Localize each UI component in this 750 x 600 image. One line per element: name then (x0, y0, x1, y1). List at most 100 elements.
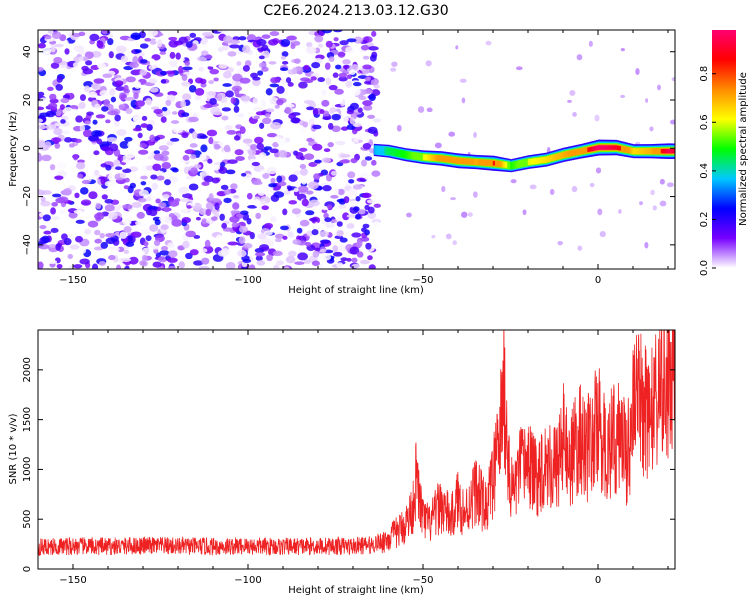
heatmap-noise-cell (313, 173, 321, 181)
heatmap-noise-cell (59, 209, 66, 215)
heatmap-signal-cell (456, 157, 459, 164)
heatmap-noise-cell (62, 94, 71, 100)
heatmap-noise-cell (343, 196, 350, 204)
heatmap-noise-cell (473, 131, 477, 138)
heatmap-signal-cell (580, 148, 583, 155)
heatmap-noise-cell (148, 78, 157, 84)
heatmap-noise-cell (101, 106, 109, 112)
heatmap-x-tick-label: 0 (595, 275, 601, 286)
heatmap-noise-cell (336, 262, 344, 269)
heatmap-noise-cell (52, 193, 62, 198)
heatmap-signal-cell (421, 153, 424, 161)
snr-x-tick-label: −150 (59, 575, 86, 586)
heatmap-noise-cell (38, 124, 46, 130)
heatmap-noise-cell (153, 239, 161, 246)
heatmap-noise-cell (158, 145, 169, 151)
heatmap-noise-cell (136, 211, 145, 219)
heatmap-noise-cell (242, 258, 252, 264)
heatmap-noise-cell (182, 66, 193, 71)
heatmap-noise-cell (61, 178, 71, 186)
heatmap-noise-cell (64, 88, 74, 94)
heatmap-noise-cell (166, 114, 177, 119)
heatmap-noise-cell (261, 44, 269, 51)
heatmap-noise-cell (644, 241, 649, 249)
snr-y-tick-label: 0 (22, 566, 33, 572)
heatmap-signal-cell (387, 147, 390, 155)
heatmap-noise-cell (294, 58, 301, 64)
heatmap-noise-cell (104, 198, 114, 204)
heatmap-signal-cell (505, 161, 508, 168)
heatmap-noise-cell (181, 217, 191, 224)
heatmap-noise-cell (346, 257, 352, 262)
heatmap-noise-cell (263, 230, 273, 236)
heatmap-noise-cell (334, 88, 344, 95)
heatmap-noise-cell (47, 102, 58, 110)
heatmap-noise-cell (196, 190, 204, 199)
heatmap-signal-cell (625, 146, 628, 153)
heatmap-noise-cell (60, 97, 70, 104)
heatmap-signal-cell (652, 148, 655, 155)
heatmap-noise-cell (263, 146, 272, 151)
heatmap-noise-cell (109, 88, 116, 96)
heatmap-noise-cell (127, 235, 133, 243)
heatmap-noise-cell (188, 183, 199, 191)
heatmap-noise-cell (251, 78, 261, 87)
heatmap-noise-cell (597, 208, 603, 216)
heatmap-noise-cell (239, 126, 246, 135)
heatmap-noise-cell (38, 186, 50, 191)
heatmap-noise-cell (229, 44, 240, 49)
heatmap-noise-cell (137, 132, 143, 139)
heatmap-noise-cell (431, 234, 436, 239)
heatmap-signal-cell (659, 147, 662, 155)
heatmap-noise-cell (217, 250, 229, 257)
heatmap-noise-cell (304, 79, 314, 84)
heatmap-noise-cell (332, 72, 339, 78)
heatmap-noise-cell (361, 159, 367, 167)
heatmap-x-tick-label: −100 (234, 275, 261, 286)
heatmap-noise-cell (129, 61, 139, 69)
heatmap-noise-cell (174, 198, 181, 203)
snr-y-tick-label: 1000 (22, 457, 33, 482)
heatmap-noise-cell (86, 111, 94, 116)
heatmap-noise-cell (328, 56, 335, 62)
heatmap-noise-cell (262, 172, 270, 179)
heatmap-noise-cell (450, 197, 456, 201)
heatmap-noise-cell (268, 39, 279, 46)
heatmap-noise-cell (359, 259, 370, 265)
heatmap-noise-cell (93, 246, 104, 251)
heatmap-signal-cell (445, 156, 448, 163)
heatmap-noise-cell (336, 98, 344, 103)
heatmap-noise-cell (282, 208, 288, 216)
heatmap-noise-cell (510, 179, 517, 184)
heatmap-noise-cell (285, 255, 296, 264)
heatmap-noise-cell (143, 85, 149, 91)
heatmap-noise-cell (123, 185, 130, 190)
heatmap-noise-cell (172, 127, 184, 134)
heatmap-noise-cell (286, 35, 297, 41)
heatmap-noise-cell (138, 189, 149, 197)
heatmap-noise-cell (274, 233, 285, 239)
heatmap-signal-cell (582, 147, 585, 154)
snr-plot-area (38, 330, 675, 556)
heatmap-noise-cell (274, 238, 282, 243)
heatmap-noise-cell (277, 139, 288, 146)
heatmap-noise-cell (40, 196, 46, 203)
heatmap-noise-cell (54, 175, 64, 180)
heatmap-noise-cell (169, 51, 176, 59)
heatmap-noise-cell (265, 108, 275, 113)
heatmap-signal-cell (622, 145, 625, 153)
heatmap-noise-cell (255, 212, 262, 220)
heatmap-noise-cell (204, 239, 211, 248)
heatmap-signal-cell (501, 161, 504, 168)
heatmap-noise-cell (81, 179, 91, 185)
heatmap-noise-cell (149, 58, 156, 66)
heatmap-signal-cell (613, 145, 616, 150)
heatmap-signal-cell (503, 161, 506, 168)
heatmap-noise-cell (242, 243, 253, 249)
heatmap-signal-cell (459, 157, 462, 165)
heatmap-noise-cell (39, 224, 47, 230)
heatmap-signal-cell (597, 145, 600, 150)
heatmap-noise-cell (171, 168, 179, 173)
heatmap-noise-cell (240, 145, 250, 151)
heatmap-noise-cell (55, 243, 61, 251)
